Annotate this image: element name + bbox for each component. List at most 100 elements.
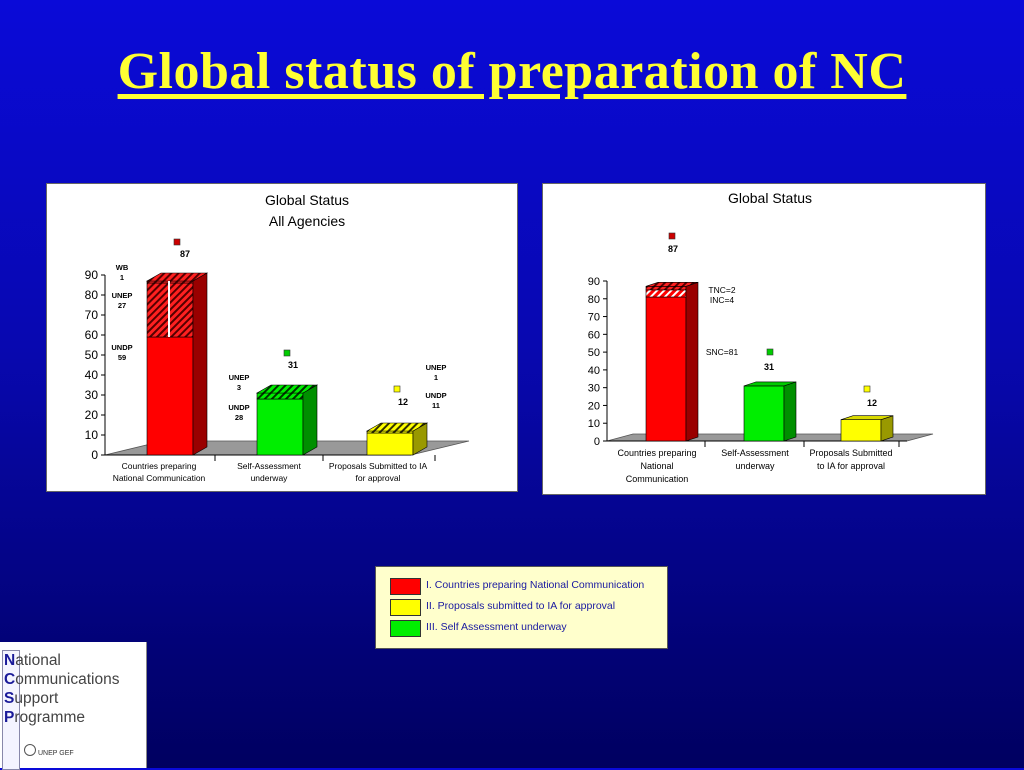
bar-side [192,272,208,456]
agency-label: 59 [118,353,126,362]
bar-top [743,381,797,387]
agency-label: UNDP [425,391,446,400]
bar-side [783,381,797,442]
agency-label: 27 [118,301,126,310]
y-tick-label: 30 [85,388,99,402]
x-category-label: Proposals Submitted to IA [329,461,428,471]
legend-swatch-green [390,620,421,637]
data-marker [173,238,181,246]
bar-segment [645,286,687,291]
x-category-label: underway [251,473,289,483]
x-category-label: for approval [356,473,401,483]
data-label-total: 31 [288,360,298,370]
logo-initial: N [4,652,16,669]
legend-swatch-red [390,578,421,595]
bar-side [685,281,699,442]
data-marker [393,385,401,393]
agency-label: UNEP [229,373,250,382]
legend-label: I. Countries preparing National Communic… [426,579,645,591]
agency-label: 3 [237,383,241,392]
y-tick-label: 90 [588,276,600,288]
agency-label: WB [116,263,129,272]
agency-label: UNEP [426,363,447,372]
annotation-tnc: TNC=2 [708,285,735,295]
y-tick-label: 20 [588,400,600,412]
y-tick-label: 0 [91,448,98,462]
bar-segment [256,392,304,400]
x-category-label: National Communication [113,473,206,483]
annotation-inc: INC=4 [710,295,735,305]
logo-word: ommunications [15,671,120,688]
x-category-label: to IA for approval [817,461,885,471]
chart-title: Global Status [728,190,812,206]
bar-segment [366,432,414,456]
logo-line-4: Programme [4,709,85,727]
bar-top [145,272,209,282]
data-label-total: 87 [180,249,190,259]
logo-line-3: Support [4,690,58,708]
x-category-label: Countries preparing [122,461,197,471]
x-category-label: National [640,461,673,471]
x-category-label: underway [735,461,775,471]
bar-top [840,415,894,420]
bar-side [880,415,894,442]
y-tick-label: 90 [85,268,99,282]
bar-top [365,422,429,432]
annotation-snc: SNC=81 [706,347,739,357]
bar-side [302,384,318,456]
x-category-label: Countries preparing [617,448,696,458]
logo-initial: C [4,671,16,688]
agency-label: UNDP [228,403,249,412]
agency-label: 28 [235,413,243,422]
chart-global-status: Global Status 0 10 20 30 40 50 60 70 80 90 87 31 12 Co… [542,183,986,495]
data-marker [283,349,291,357]
logo-footer: UNEP GEF [38,750,74,757]
logo-word: ational [15,652,61,669]
y-tick-label: 10 [588,418,600,430]
bar-segment [743,385,785,442]
y-tick-label: 0 [594,436,600,448]
chart-title: Global Status [265,192,349,208]
y-tick-label: 20 [85,408,99,422]
data-marker [863,385,871,393]
y-tick-label: 40 [588,365,600,377]
y-tick-label: 40 [85,368,99,382]
agency-label: 1 [434,373,438,382]
data-label-total: 12 [867,398,877,408]
bar-segment [146,336,194,456]
chart-right-svg: Global Status 0 10 20 30 40 50 60 70 80 90 87 31 12 Co… [588,190,934,484]
bar-segment [645,296,687,442]
bar-segment [256,398,304,456]
agency-label: UNEP [112,291,133,300]
legend-label: II. Proposals submitted to IA for approv… [426,600,616,612]
agency-label: 11 [432,401,440,410]
logo-line-2: Communications [4,671,119,689]
data-marker [668,232,676,240]
chart-global-status-all-agencies: Global Status All Agencies 0 10 20 30 40 50 60 70… [46,183,518,492]
x-category-label: Self-Assessment [721,448,789,458]
data-label-total: 31 [764,362,774,372]
logo-word: upport [14,690,59,707]
y-tick-label: 60 [85,328,99,342]
chart-left-svg: Global Status All Agencies 0 10 20 30 40 50 60 70… [85,192,470,483]
y-tick-label: 80 [588,294,600,306]
legend-label: III. Self Assessment underway [426,621,567,633]
bar-top [255,384,319,394]
y-tick-label: 80 [85,288,99,302]
y-tick-label: 70 [588,312,600,324]
bar-segment [840,419,882,442]
y-tick-label: 60 [588,329,600,341]
data-label-total: 87 [668,244,678,254]
agency-label: 1 [120,273,124,282]
y-tick-label: 10 [85,428,99,442]
logo-line-1: National [4,652,61,670]
x-category-label: Communication [626,474,689,484]
un-emblem-icon [24,744,36,756]
chart-subtitle: All Agencies [269,213,345,229]
bar-top [645,282,699,287]
y-tick-label: 50 [85,348,99,362]
agency-label: UNDP [111,343,132,352]
y-tick-label: 70 [85,308,99,322]
data-marker [766,348,774,356]
slide-title: Global status of preparation of NC [117,43,907,100]
